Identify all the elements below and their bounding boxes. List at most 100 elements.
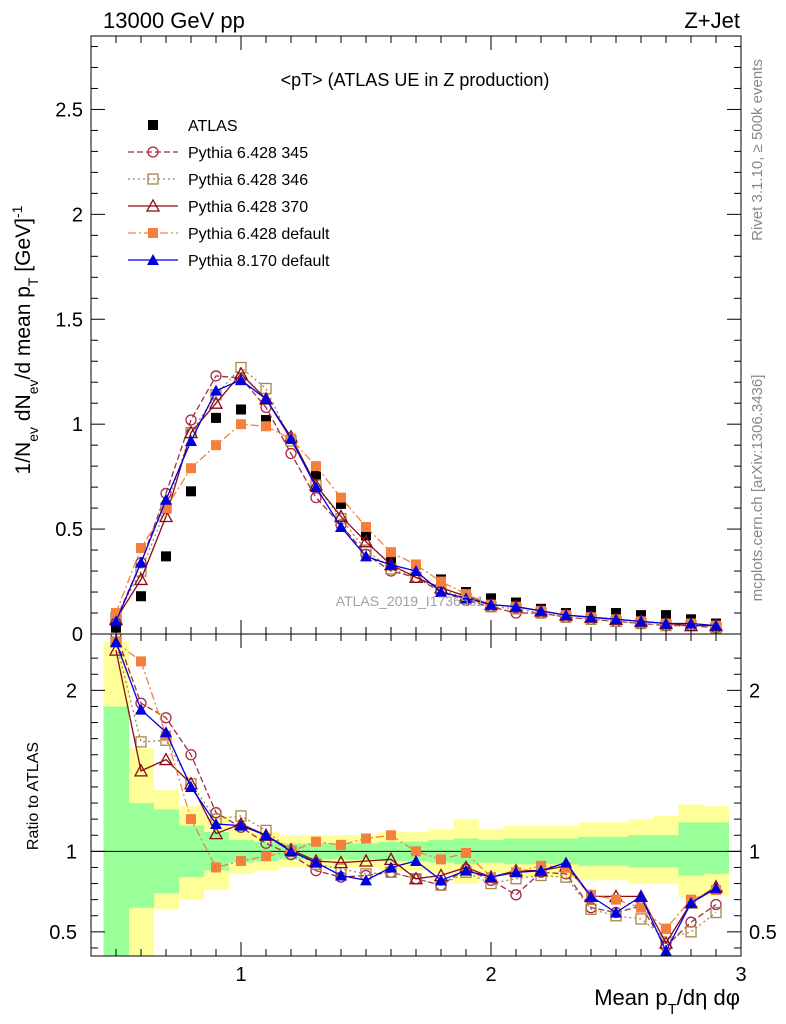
main-point-3-1 — [133, 572, 149, 586]
ratio-point-0-24 — [710, 898, 722, 911]
main-point-5-1 — [135, 556, 147, 568]
ratio-point-3-13 — [436, 854, 446, 865]
main-point-4-0 — [111, 608, 121, 619]
ratio-point-4-9 — [335, 869, 347, 881]
main-point-4-11 — [386, 547, 396, 558]
ratio-point-4-13 — [435, 874, 447, 886]
ratio-point-0-23 — [685, 916, 697, 928]
ratio-point-0-2 — [160, 712, 172, 724]
main-point-4-8 — [311, 461, 321, 472]
main-ytick-label-5: 2.5 — [55, 99, 83, 121]
ratio-point-3-6 — [261, 851, 271, 862]
main-ytick-label-4: 2 — [72, 204, 83, 226]
main-point-1-3 — [185, 414, 197, 426]
main-point-3-2 — [158, 509, 174, 523]
ratio-ytick-label-1: 1 — [66, 841, 77, 863]
mcplots-label: mcplots.cern.ch [arXiv:1306.3436] — [749, 375, 766, 602]
ratio-ytick-label-2: 2 — [66, 680, 77, 702]
main-point-5-0 — [110, 615, 122, 627]
ratio-point-3-9 — [336, 839, 346, 850]
main-point-0-3 — [186, 486, 196, 497]
green-band-23 — [678, 822, 704, 876]
ratio-point-4-6 — [260, 829, 272, 841]
ratio-point-4-21 — [635, 890, 647, 902]
main-point-5-10 — [360, 550, 372, 562]
legend-label-5: Pythia 8.170 default — [188, 253, 330, 270]
legend-label-3: Pythia 6.428 370 — [188, 199, 308, 216]
x-tick-label-0: 1 — [235, 964, 246, 986]
main-point-3-10 — [358, 534, 374, 548]
main-series-3 — [108, 366, 724, 632]
ratio-point-0-16 — [510, 889, 522, 901]
ratio-point-3-8 — [311, 836, 321, 847]
x-axis-label: Mean pT/dη dφ — [594, 985, 740, 1018]
main-point-0-22 — [661, 610, 671, 621]
ratio-point-4-14 — [460, 864, 472, 876]
main-point-5-12 — [410, 565, 422, 577]
main-point-5-17 — [535, 604, 547, 616]
ratio-point-3-22 — [661, 923, 671, 934]
main-series-5 — [110, 374, 722, 631]
main-point-5-6 — [260, 392, 272, 404]
ratio-series-4 — [110, 636, 722, 956]
main-ytick-label-3: 1.5 — [55, 309, 83, 331]
ratio-y-axis: 0.5 0.5 1 1 2 2 — [49, 657, 777, 949]
ratio-point-4-2 — [160, 726, 172, 738]
main-ytick-label-0: 0 — [72, 624, 83, 646]
x-tick-label-1: 2 — [485, 964, 496, 986]
main-point-5-24 — [710, 619, 722, 631]
main-point-0-8 — [311, 469, 321, 480]
ratio-series-2 — [108, 642, 724, 949]
ratio-point-4-5 — [235, 819, 247, 831]
ratio-point-4-7 — [285, 845, 297, 857]
main-point-5-14 — [460, 592, 472, 604]
ratio-point-4-1 — [135, 703, 147, 715]
ratio-point-3-11 — [386, 830, 396, 841]
legend-label-0: ATLAS — [188, 118, 238, 135]
main-point-0-4 — [211, 412, 221, 423]
main-ytick-label-1: 0.5 — [55, 519, 83, 541]
ratio-point-4-24 — [710, 882, 722, 894]
ratio-ytick-label-right-1: 1 — [749, 841, 760, 863]
x-axis: 1 2 3 — [115, 634, 747, 986]
ratio-point-3-10 — [361, 833, 371, 844]
main-point-5-5 — [235, 374, 247, 386]
ratio-point-4-0 — [110, 636, 122, 648]
main-point-5-13 — [435, 586, 447, 598]
main-point-1-7 — [285, 447, 297, 460]
legend-label-1: Pythia 6.428 345 — [188, 145, 308, 162]
main-point-5-21 — [635, 615, 647, 627]
ratio-ytick-label-right-0: 0.5 — [749, 922, 777, 944]
main-panel: <pT> (ATLAS UE in Z production) ATLAS_20… — [9, 35, 742, 646]
main-point-5-15 — [485, 598, 497, 610]
ratio-point-4-4 — [210, 817, 222, 829]
main-point-0-1 — [136, 591, 146, 602]
ratio-point-4-20 — [610, 906, 622, 918]
main-point-1-8 — [310, 491, 322, 504]
ratio-point-4-16 — [510, 866, 522, 878]
main-point-4-10 — [361, 521, 371, 532]
ratio-point-2-10 — [358, 853, 374, 867]
main-point-5-2 — [160, 493, 172, 505]
main-point-5-16 — [510, 600, 522, 612]
main-point-5-4 — [210, 384, 222, 396]
green-band-24 — [703, 822, 729, 874]
ratio-plot — [91, 634, 741, 956]
main-series-line-1 — [115, 375, 717, 629]
ratio-point-1-21 — [635, 913, 647, 925]
ratio-point-4-15 — [485, 871, 497, 883]
main-point-4-13 — [436, 576, 446, 587]
main-point-4-5 — [236, 419, 246, 430]
ratio-point-0-3 — [185, 749, 197, 761]
ratio-point-4-10 — [360, 874, 372, 886]
main-point-0-2 — [161, 551, 171, 562]
ratio-point-4-19 — [585, 890, 597, 902]
ratio-point-3-1 — [136, 656, 146, 667]
main-point-5-9 — [335, 520, 347, 532]
header-right: Z+Jet — [684, 8, 740, 33]
ratio-point-4-23 — [685, 896, 697, 908]
main-point-0-6 — [261, 414, 271, 425]
main-point-4-9 — [336, 492, 346, 503]
legend-marker-0 — [148, 120, 158, 130]
ratio-point-3-3 — [186, 814, 196, 825]
